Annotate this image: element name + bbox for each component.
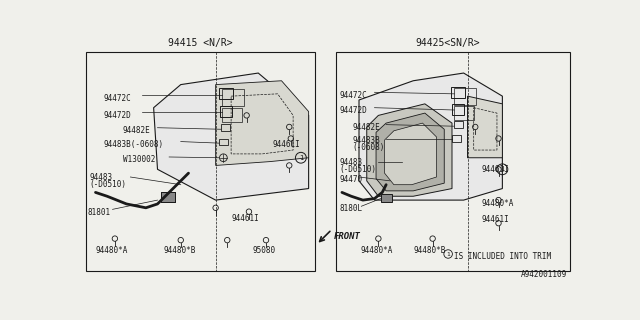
Text: 94482E: 94482E [353, 123, 381, 132]
Bar [381, 194, 392, 202]
Text: 1: 1 [446, 252, 450, 257]
Text: 94483: 94483 [90, 173, 113, 182]
Bar [86, 52, 315, 271]
Bar [454, 121, 463, 128]
Text: 94470: 94470 [340, 175, 363, 184]
Text: 94461I: 94461I [231, 214, 259, 223]
Bar [452, 135, 461, 141]
Text: 94472D: 94472D [340, 106, 367, 115]
Bar [336, 52, 570, 271]
Text: (-D0510): (-D0510) [90, 180, 126, 189]
Text: 94461I: 94461I [481, 165, 509, 174]
Text: FRONT: FRONT [333, 232, 360, 241]
Text: W130002: W130002 [123, 156, 155, 164]
Text: 94480*B: 94480*B [413, 246, 445, 255]
Bar [161, 192, 175, 202]
Text: 94461I: 94461I [272, 140, 300, 149]
Text: 1: 1 [299, 155, 303, 161]
Text: 94480*B: 94480*B [164, 246, 196, 255]
Bar [161, 192, 175, 202]
Polygon shape [216, 81, 308, 165]
Polygon shape [376, 113, 444, 191]
Text: 81801: 81801 [88, 208, 111, 217]
Text: 94483B: 94483B [353, 136, 381, 145]
Text: 94480*A: 94480*A [481, 198, 514, 208]
Text: 94472D: 94472D [103, 111, 131, 120]
Text: 8180L: 8180L [340, 204, 363, 213]
Bar [221, 124, 230, 131]
Text: 94482E: 94482E [123, 126, 150, 135]
Text: 94480*A: 94480*A [95, 246, 128, 255]
Bar [219, 88, 233, 99]
Polygon shape [385, 123, 436, 185]
Bar [219, 139, 228, 145]
Text: (-D0510): (-D0510) [340, 165, 376, 174]
Polygon shape [359, 73, 502, 200]
Bar [454, 106, 474, 120]
Bar [452, 104, 465, 115]
Text: A942001109: A942001109 [520, 270, 566, 279]
Bar [222, 108, 242, 122]
Text: 94425<SN/R>: 94425<SN/R> [416, 38, 481, 48]
Text: 95080: 95080 [252, 246, 275, 255]
Text: 94472C: 94472C [103, 94, 131, 103]
Text: 94461I: 94461I [481, 215, 509, 225]
Text: 94472C: 94472C [340, 91, 367, 100]
Bar [220, 106, 232, 117]
Text: IS INCLUDED INTO TRIM: IS INCLUDED INTO TRIM [454, 252, 550, 261]
Text: 94415 <N/R>: 94415 <N/R> [168, 38, 232, 48]
Text: 94483B(-0608): 94483B(-0608) [103, 140, 163, 149]
Text: 1: 1 [500, 166, 504, 172]
Polygon shape [367, 104, 452, 196]
Text: 94483: 94483 [340, 158, 363, 167]
Polygon shape [467, 96, 502, 158]
Bar [454, 88, 476, 105]
Bar [451, 87, 465, 98]
Text: 94480*A: 94480*A [360, 246, 393, 255]
Text: (-0608): (-0608) [353, 143, 385, 152]
Polygon shape [154, 73, 308, 200]
Bar [222, 89, 244, 106]
